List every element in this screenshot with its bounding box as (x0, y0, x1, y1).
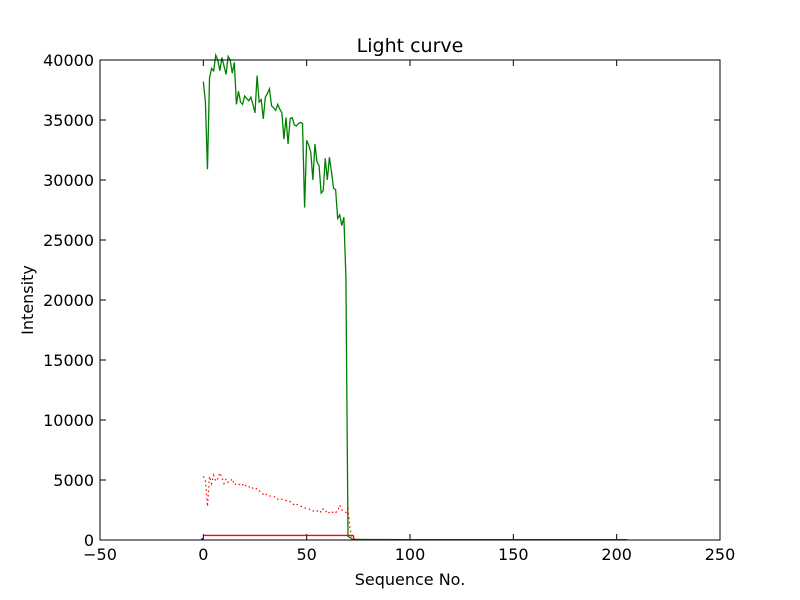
x-axis-title: Sequence No. (355, 570, 466, 589)
x-tick-label: 200 (601, 545, 632, 564)
y-tick: 20000 (43, 291, 720, 310)
series-line-2 (202, 471, 627, 541)
x-axis-ticks: −50 0 50 100 150 200 250 (83, 60, 735, 564)
x-tick-label: 100 (395, 545, 426, 564)
x-tick: 100 (395, 60, 426, 564)
chart-title: Light curve (357, 35, 464, 57)
y-tick-label: 40000 (43, 51, 94, 70)
x-tick-label: 0 (198, 545, 208, 564)
y-axis-ticks: 0 5000 10000 15000 20000 25000 30000 35000 40000 (43, 51, 720, 550)
plot-series (201, 52, 627, 541)
y-tick: 10000 (43, 411, 720, 430)
x-tick-label: −50 (83, 545, 117, 564)
y-tick-label: 25000 (43, 231, 94, 250)
x-tick-label: 250 (705, 545, 736, 564)
x-tick: 150 (498, 60, 529, 564)
series-line-1 (202, 52, 627, 541)
y-tick-label: 5000 (53, 471, 94, 490)
y-tick-label: 20000 (43, 291, 94, 310)
y-tick: 25000 (43, 231, 720, 250)
x-tick-label: 150 (498, 545, 529, 564)
y-axis-title: Intensity (18, 265, 37, 335)
y-tick-label: 30000 (43, 171, 94, 190)
y-tick: 5000 (53, 471, 720, 490)
y-tick-label: 15000 (43, 351, 94, 370)
y-tick-label: 35000 (43, 111, 94, 130)
y-tick-label: 10000 (43, 411, 94, 430)
x-tick: 50 (296, 60, 317, 564)
series-line-3 (203, 534, 627, 541)
x-tick-label: 50 (296, 545, 316, 564)
y-tick: 35000 (43, 111, 720, 130)
x-tick: 200 (601, 60, 632, 564)
plot-frame (99, 59, 721, 541)
y-tick: 30000 (43, 171, 720, 190)
y-tick-label: 0 (84, 531, 94, 550)
y-tick: 15000 (43, 351, 720, 370)
